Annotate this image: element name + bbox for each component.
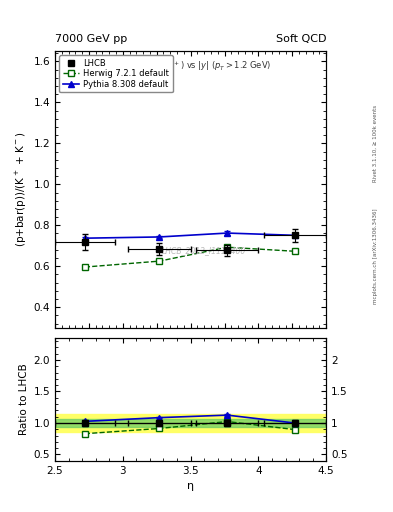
Text: Rivet 3.1.10, ≥ 100k events: Rivet 3.1.10, ≥ 100k events — [373, 105, 378, 182]
Text: Soft QCD: Soft QCD — [276, 33, 326, 44]
Text: 7000 GeV pp: 7000 GeV pp — [55, 33, 127, 44]
Bar — [55, 419, 326, 428]
Y-axis label: Ratio to LHCB: Ratio to LHCB — [19, 364, 29, 435]
Text: LHCB_2012_I1119400: LHCB_2012_I1119400 — [162, 246, 246, 255]
Text: $(\bar{p}+p)/(K^-+K^+)$ vs $|y|$ ($p_T > 1.2$ GeV): $(\bar{p}+p)/(K^-+K^+)$ vs $|y|$ ($p_T >… — [109, 59, 272, 73]
Legend: LHCB, Herwig 7.2.1 default, Pythia 8.308 default: LHCB, Herwig 7.2.1 default, Pythia 8.308… — [59, 55, 173, 92]
Bar — [55, 414, 326, 433]
Text: mcplots.cern.ch [arXiv:1306.3436]: mcplots.cern.ch [arXiv:1306.3436] — [373, 208, 378, 304]
X-axis label: η: η — [187, 481, 194, 491]
Y-axis label: (p+bar(p))/(K$^+$ + K$^-$): (p+bar(p))/(K$^+$ + K$^-$) — [14, 132, 29, 247]
